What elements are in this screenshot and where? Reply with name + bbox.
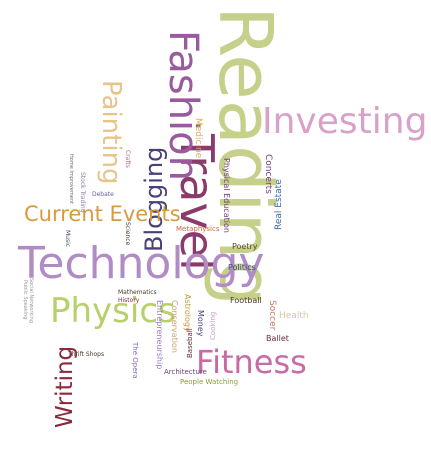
word-fashion: Fashion [160,30,206,181]
word-cooking: Cooking [209,311,217,340]
word-home-improvement: Home Improvement [68,154,74,204]
word-music: Music [64,230,71,248]
word-health: Health [279,311,309,321]
word-real-estate: Real Estate [274,179,284,230]
word-baseball: Baseball [186,328,194,358]
word-astrology: Astrology [183,294,192,332]
word-physical-education: Physical Education [222,158,231,233]
word-conservation: Conservation [170,300,179,353]
word-the-opera: The Opera [131,342,139,379]
word-soccer: Soccer [267,300,277,331]
word-current-events: Current Events [24,202,181,226]
word-entrepreneurship: Entrepreneurship [155,300,164,370]
word-stock-trading: Stock Trading [79,172,86,213]
word-ballet: Ballet [266,334,289,343]
word-poetry: Poetry [232,242,258,251]
word-medicine: Medicine [193,118,203,159]
word-writing: Writing [52,345,78,428]
word-science: Science [124,222,131,246]
word-thrift-shops: Thrift Shops [68,351,105,358]
word-fitness: Fitness [196,343,307,381]
word-public-speaking: Public Speaking [22,280,28,320]
word-crafts: Crafts [124,150,131,168]
word-politics: Politics [228,263,256,272]
word-money: Money [196,310,205,337]
word-mathematics: Mathematics [118,289,157,296]
word-physics: Physics [50,291,176,331]
word-people-watching: People Watching [180,378,239,386]
word-architecture: Architecture [164,368,207,376]
word-investing: Investing [262,101,428,142]
word-football: Football [230,296,262,305]
word-history: History [118,297,140,304]
word-debate: Debate [92,191,114,198]
word-painting: Painting [96,80,126,185]
word-social-networking: Social Networking [28,278,34,324]
word-concerts: Concerts [263,154,273,194]
word-blogging: Blogging [140,146,168,252]
word-metaphysics: Metaphysics [176,225,220,233]
word-technology: Technology [18,238,265,289]
